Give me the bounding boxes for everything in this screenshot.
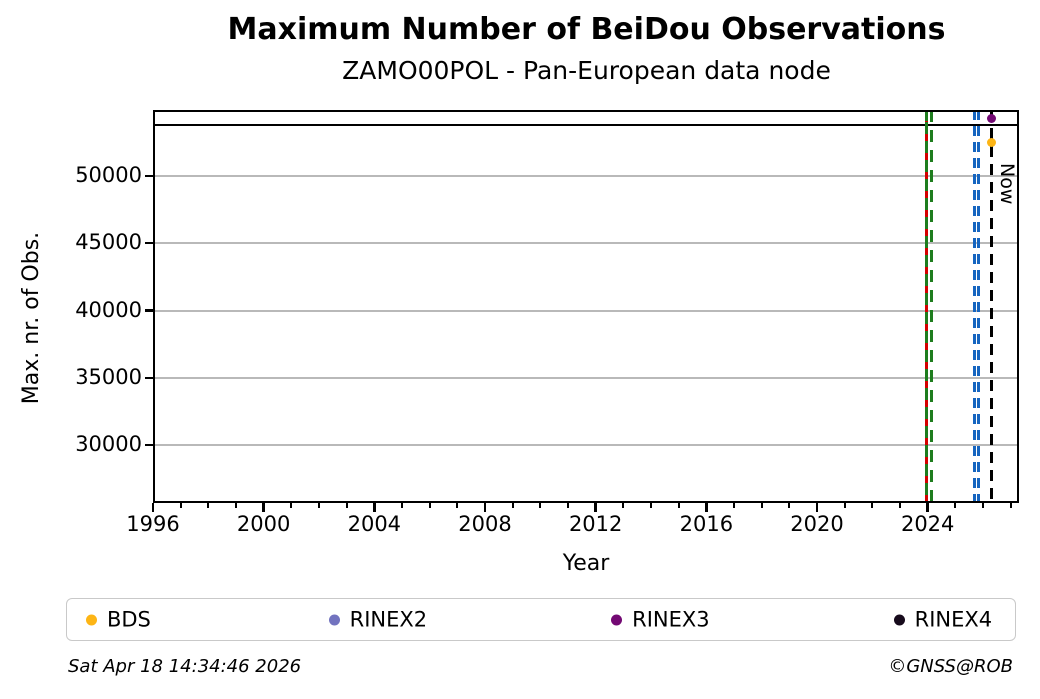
x-minor-tick <box>843 503 846 508</box>
y-gridline <box>153 174 1019 177</box>
y-gridline <box>153 242 1019 245</box>
x-tick-label: 2020 <box>790 512 844 536</box>
x-minor-tick <box>235 503 237 508</box>
now-line <box>989 110 993 503</box>
x-major-tick <box>705 503 708 512</box>
x-minor-tick <box>345 503 348 508</box>
legend-label: RINEX2 <box>349 607 428 631</box>
x-tick-label: 1996 <box>126 512 180 536</box>
legend: BDS RINEX2 RINEX3 RINEX4 <box>66 598 1016 641</box>
x-major-tick <box>483 503 487 512</box>
y-tick-label: 45000 <box>75 230 142 255</box>
x-minor-tick <box>760 503 763 508</box>
legend-label: BDS <box>106 607 151 631</box>
x-major-tick <box>373 503 376 512</box>
event-line-blue-1 <box>973 110 977 503</box>
x-minor-tick <box>456 503 459 508</box>
y-tick <box>145 376 153 380</box>
data-point-bds <box>986 137 996 147</box>
y-tick <box>145 241 153 245</box>
legend-label: RINEX4 <box>914 607 993 631</box>
x-tick-label: 2000 <box>236 512 291 536</box>
x-minor-tick <box>982 503 985 508</box>
reference-line <box>153 123 1019 127</box>
now-annotation: Now <box>996 163 1018 205</box>
x-minor-tick <box>428 503 431 508</box>
x-minor-tick <box>954 503 957 508</box>
y-tick <box>145 443 153 447</box>
data-point-rinex3 <box>986 113 996 123</box>
y-axis-label: Max. nr. of Obs. <box>19 231 44 405</box>
x-minor-tick <box>539 503 542 508</box>
x-minor-tick <box>207 503 210 508</box>
event-line-green-1 <box>924 110 928 503</box>
event-line-green-2 <box>929 110 933 503</box>
x-minor-tick <box>1009 503 1012 508</box>
y-tick-label: 50000 <box>75 162 142 187</box>
x-major-tick <box>926 503 929 512</box>
chart-title: Maximum Number of BeiDou Observations <box>227 12 946 47</box>
y-tick <box>145 309 153 312</box>
bds-marker-icon <box>85 614 97 625</box>
x-tick-label: 2004 <box>347 512 402 536</box>
legend-item-rinex4: RINEX4 <box>893 607 993 631</box>
legend-item-rinex2: RINEX2 <box>328 607 428 631</box>
rinex2-marker-icon <box>328 614 340 625</box>
y-gridline <box>153 309 1019 312</box>
event-line-blue-2 <box>977 110 981 503</box>
y-gridline <box>153 376 1019 379</box>
x-minor-tick <box>401 503 403 508</box>
x-minor-tick <box>290 503 293 508</box>
y-gridline <box>153 444 1019 447</box>
plot-area <box>153 110 1019 503</box>
y-tick-label: 35000 <box>75 364 142 389</box>
legend-item-bds: BDS <box>85 607 151 631</box>
x-minor-tick <box>650 503 653 508</box>
x-major-tick <box>815 503 819 512</box>
x-tick-label: 2008 <box>458 512 512 536</box>
y-tick-label: 30000 <box>75 432 142 457</box>
x-tick-label: 2012 <box>568 512 623 536</box>
x-minor-tick <box>511 503 514 508</box>
legend-label: RINEX3 <box>632 607 710 631</box>
legend-item-rinex3: RINEX3 <box>611 609 710 630</box>
x-tick-label: 2024 <box>900 512 955 536</box>
x-tick-label: 2016 <box>679 512 734 536</box>
plot-timestamp: Sat Apr 18 14:34:46 2026 <box>68 656 302 677</box>
chart-subtitle: ZAMO00POL - Pan-European data node <box>342 56 831 85</box>
x-minor-tick <box>871 503 874 508</box>
x-minor-tick <box>733 503 736 508</box>
y-tick-label: 40000 <box>75 297 142 322</box>
x-major-tick <box>262 503 265 512</box>
x-major-tick <box>594 503 597 512</box>
x-minor-tick <box>318 503 320 508</box>
x-minor-tick <box>788 503 791 508</box>
x-minor-tick <box>899 503 902 508</box>
x-minor-tick <box>567 503 570 508</box>
copyright: ©GNSS@ROB <box>888 656 1013 677</box>
rinex3-marker-icon <box>611 614 623 625</box>
x-minor-tick <box>179 503 182 508</box>
x-minor-tick <box>622 503 625 508</box>
x-major-tick <box>151 503 155 512</box>
y-tick <box>145 174 153 178</box>
rinex4-marker-icon <box>893 614 905 625</box>
x-axis-label: Year <box>562 551 610 576</box>
x-minor-tick <box>677 503 680 508</box>
